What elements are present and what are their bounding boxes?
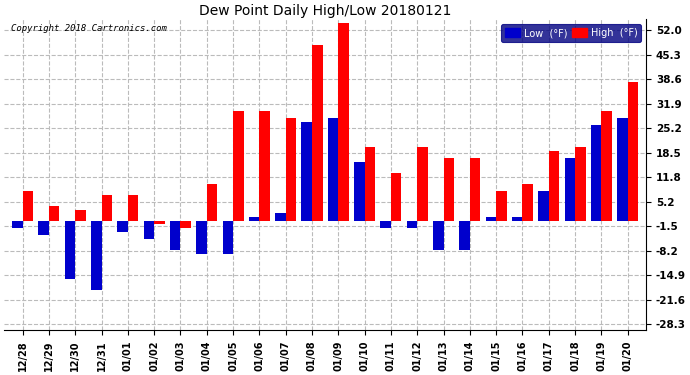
Bar (338, 23, 349, 220)
Bar (75, 210, 86, 220)
Bar (12, 220, 23, 228)
Bar (549, 151, 560, 220)
Bar (417, 147, 428, 220)
Bar (181, 220, 191, 228)
Bar (128, 195, 138, 220)
Legend: Low  (°F), High  (°F): Low (°F), High (°F) (502, 24, 641, 42)
Bar (91, 220, 101, 290)
Bar (302, 122, 312, 220)
Bar (496, 191, 506, 220)
Bar (564, 158, 575, 220)
Bar (433, 220, 444, 250)
Bar (591, 126, 602, 220)
Bar (364, 147, 375, 220)
Bar (207, 184, 217, 220)
Bar (328, 118, 338, 220)
Bar (406, 220, 417, 228)
Bar (538, 191, 549, 220)
Bar (23, 191, 33, 220)
Bar (486, 217, 496, 220)
Bar (275, 213, 286, 220)
Bar (391, 173, 402, 220)
Bar (460, 220, 470, 250)
Text: Copyright 2018 Cartronics.com: Copyright 2018 Cartronics.com (10, 24, 166, 33)
Bar (286, 118, 296, 220)
Bar (512, 217, 522, 220)
Bar (39, 220, 49, 235)
Bar (522, 184, 533, 220)
Bar (380, 220, 391, 228)
Bar (154, 220, 165, 224)
Bar (617, 118, 628, 220)
Bar (223, 220, 233, 254)
Bar (259, 111, 270, 220)
Bar (101, 195, 112, 220)
Bar (354, 162, 364, 220)
Bar (628, 82, 638, 220)
Bar (312, 45, 322, 220)
Bar (602, 111, 612, 220)
Bar (144, 220, 154, 239)
Bar (444, 158, 454, 220)
Bar (49, 206, 59, 220)
Bar (170, 220, 181, 250)
Bar (117, 220, 128, 232)
Bar (249, 217, 259, 220)
Bar (65, 220, 75, 279)
Title: Dew Point Daily High/Low 20180121: Dew Point Daily High/Low 20180121 (199, 4, 451, 18)
Bar (470, 158, 480, 220)
Bar (575, 147, 586, 220)
Bar (196, 220, 207, 254)
Bar (233, 111, 244, 220)
